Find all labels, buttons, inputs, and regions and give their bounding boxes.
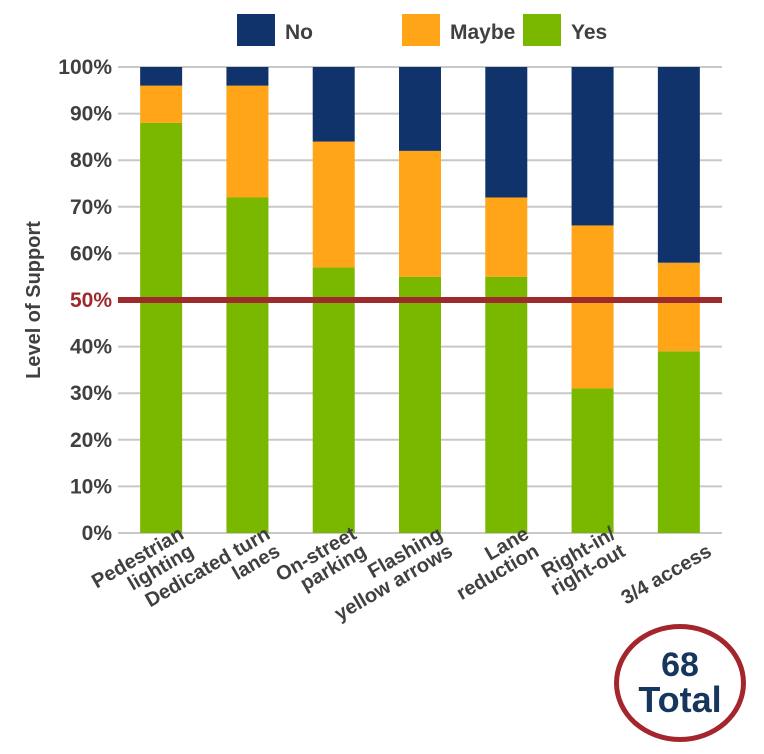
bar-segment-no <box>399 67 441 151</box>
legend-swatch-maybe <box>402 14 440 46</box>
bar-segment-no <box>485 67 528 198</box>
y-tick-label: 20% <box>70 429 112 452</box>
bar-segment-maybe <box>657 262 700 352</box>
bar-segment-maybe <box>399 150 441 277</box>
y-tick-label: 50% <box>70 289 112 312</box>
x-tick-label: Lanereduction <box>443 523 543 605</box>
legend-label-maybe: Maybe <box>450 21 515 44</box>
x-tick-label: Right-in/right-out <box>537 523 630 601</box>
bar-segment-maybe <box>312 141 355 268</box>
legend-swatch-yes <box>523 14 561 46</box>
bar-segment-no <box>571 67 614 226</box>
y-tick-label: 40% <box>70 336 112 359</box>
bar-segment-no <box>226 67 269 86</box>
y-axis-title: Level of Support <box>23 221 45 379</box>
bar-segment-yes <box>657 351 700 533</box>
y-tick-label: 60% <box>70 242 112 265</box>
bar-segment-yes <box>399 276 441 533</box>
bar-segment-yes <box>571 388 614 533</box>
bar-segment-yes <box>226 197 269 534</box>
y-tick-label: 80% <box>70 149 112 172</box>
legend-label-yes: Yes <box>571 21 607 44</box>
bar-segment-no <box>657 67 700 263</box>
y-tick-label: 30% <box>70 382 112 405</box>
bar-segment-maybe <box>485 197 528 277</box>
bar-segment-maybe <box>226 85 269 198</box>
y-tick-label: 100% <box>58 56 112 79</box>
bar-segment-yes <box>312 267 355 533</box>
bars <box>140 67 700 534</box>
legend: No Maybe Yes <box>237 14 607 46</box>
bar-segment-maybe <box>571 225 614 389</box>
bar-segment-maybe <box>140 85 183 123</box>
legend-swatch-no <box>237 14 275 46</box>
legend-label-no: No <box>285 21 313 44</box>
total-count: 68 <box>661 646 699 684</box>
bar-segment-yes <box>140 122 183 534</box>
bar-segment-no <box>140 67 183 86</box>
total-badge: 68 Total <box>614 624 746 742</box>
y-tick-label: 90% <box>70 103 112 126</box>
y-tick-label: 70% <box>70 196 112 219</box>
x-tick-label: 3/4 access <box>618 540 716 609</box>
bar-segment-yes <box>485 276 528 533</box>
y-tick-label: 0% <box>82 522 113 545</box>
y-tick-label: 10% <box>70 475 112 498</box>
y-axis-ticks: 0% 10% 20% 30% 40% 50% 60% 70% 80% 90% 100% <box>58 56 112 545</box>
bar-segment-no <box>312 67 355 142</box>
total-label: Total <box>638 679 722 720</box>
